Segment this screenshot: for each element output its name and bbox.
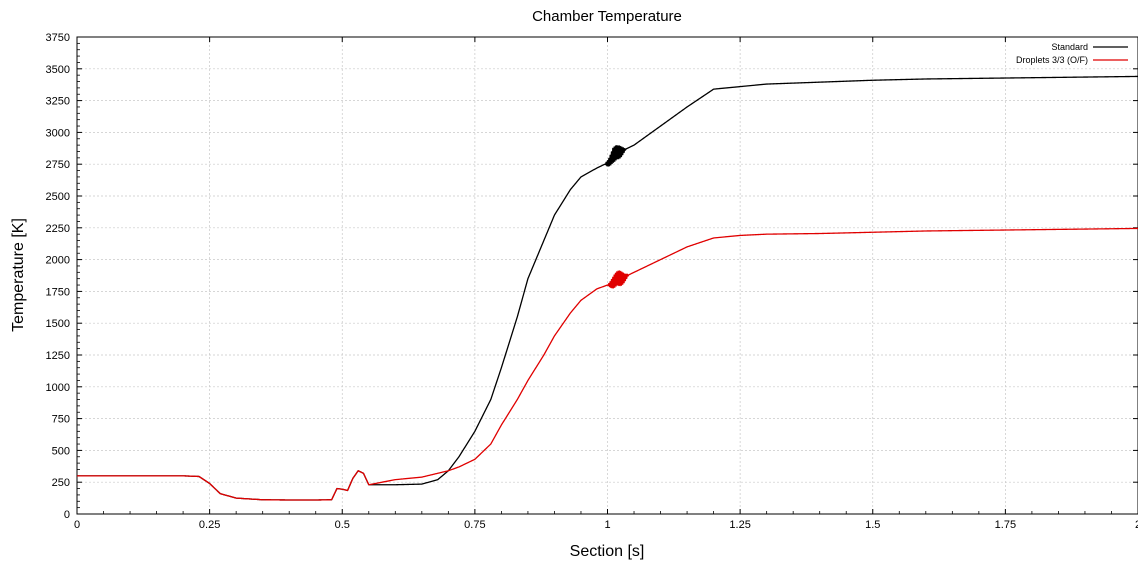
x-tick-label: 1.75 bbox=[995, 519, 1016, 531]
y-tick-label: 250 bbox=[52, 477, 70, 489]
legend: Standard Droplets 3/3 (O/F) bbox=[1016, 42, 1128, 65]
chart-title: Chamber Temperature bbox=[532, 8, 682, 25]
x-tick-label: 0.25 bbox=[199, 519, 220, 531]
series-line-1 bbox=[77, 227, 1138, 501]
y-tick-label: 3000 bbox=[46, 127, 70, 139]
y-tick-label: 2250 bbox=[46, 223, 70, 235]
y-axis-title: Temperature [K] bbox=[10, 218, 27, 332]
y-tick-label: 3500 bbox=[46, 64, 70, 76]
y-tick-label: 2000 bbox=[46, 255, 70, 267]
x-tick-label: 1 bbox=[604, 519, 610, 531]
legend-label-standard: Standard bbox=[1051, 42, 1088, 52]
y-tick-label: 1500 bbox=[46, 318, 70, 330]
y-tick-label: 2750 bbox=[46, 159, 70, 171]
x-tick-label: 0.75 bbox=[464, 519, 485, 531]
x-tick-label: 1.5 bbox=[865, 519, 880, 531]
grid bbox=[77, 37, 1138, 514]
y-tick-label: 1750 bbox=[46, 286, 70, 298]
ticks bbox=[76, 36, 1138, 515]
x-tick-label: 0.5 bbox=[335, 519, 350, 531]
x-tick-label: 1.25 bbox=[729, 519, 750, 531]
y-tick-label: 0 bbox=[64, 509, 70, 521]
y-tick-label: 750 bbox=[52, 414, 70, 426]
series-line-0 bbox=[77, 75, 1138, 501]
series bbox=[77, 75, 1138, 501]
y-tick-label: 1000 bbox=[46, 382, 70, 394]
y-tick-label: 2500 bbox=[46, 191, 70, 203]
y-tick-labels: 0 250 500 750 1000 1250 1500 1750 2000 2250 2500 27… bbox=[46, 32, 70, 521]
x-tick-label: 2 bbox=[1135, 519, 1138, 531]
y-tick-label: 3250 bbox=[46, 96, 70, 108]
y-tick-label: 3750 bbox=[46, 32, 70, 44]
x-tick-label: 0 bbox=[74, 519, 80, 531]
y-tick-label: 500 bbox=[52, 445, 70, 457]
x-axis-title: Section [s] bbox=[570, 543, 645, 560]
x-tick-labels: 0 0.25 0.5 0.75 1 1.25 1.5 1.75 2 bbox=[74, 519, 1138, 531]
y-tick-label: 1250 bbox=[46, 350, 70, 362]
legend-label-droplets: Droplets 3/3 (O/F) bbox=[1016, 55, 1088, 65]
